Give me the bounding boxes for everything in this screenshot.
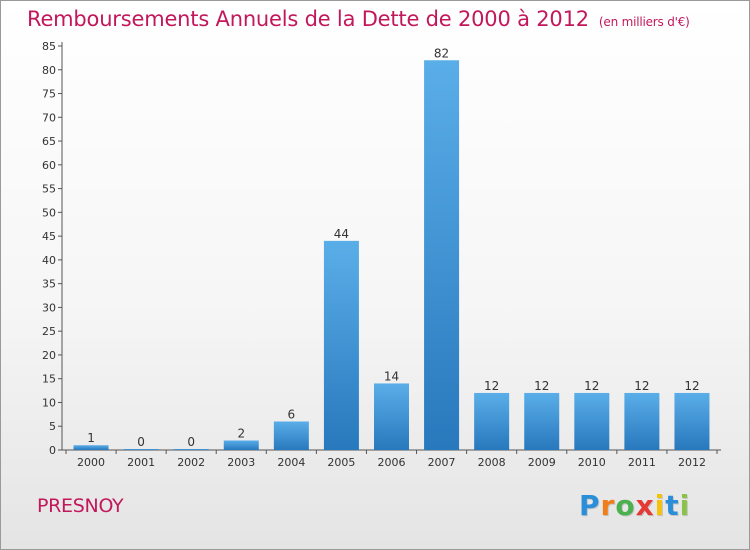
x-tick-label-2003: 2003 <box>227 456 255 469</box>
bar-2003 <box>223 440 259 450</box>
y-tick-label: 0 <box>49 444 56 457</box>
y-tick-label: 15 <box>42 373 56 386</box>
y-tick-label: 85 <box>42 40 56 53</box>
y-tick-label: 50 <box>42 206 56 219</box>
bar-2010 <box>574 392 610 450</box>
y-tick-label: 55 <box>42 183 56 196</box>
commune-name: PRESNOY <box>37 495 124 517</box>
value-label-2007: 82 <box>434 46 449 60</box>
x-tick-label-2008: 2008 <box>478 456 506 469</box>
y-tick-label: 45 <box>42 230 56 243</box>
bar-2011 <box>624 392 660 450</box>
bar-2006 <box>374 383 409 450</box>
bar-2012 <box>674 392 710 450</box>
value-label-2011: 12 <box>634 379 649 393</box>
x-tick-label-2012: 2012 <box>678 456 706 469</box>
bar-2004 <box>273 421 309 450</box>
y-tick-label: 80 <box>42 64 56 77</box>
bar-2000 <box>73 445 109 450</box>
logo-letter: P <box>579 489 601 522</box>
y-tick-label: 40 <box>42 254 56 267</box>
value-label-2003: 2 <box>237 426 245 440</box>
logo-letter: t <box>665 489 680 522</box>
x-tick-label-2007: 2007 <box>428 456 456 469</box>
value-label-2010: 12 <box>584 379 599 393</box>
chart-unit-note: (en milliers d'€) <box>598 15 690 29</box>
bar-2005 <box>323 240 359 450</box>
value-label-2006: 14 <box>384 369 399 383</box>
x-tick-label-2005: 2005 <box>327 456 355 469</box>
value-label-2005: 44 <box>334 227 349 241</box>
bar-2001 <box>123 449 159 450</box>
value-label-2009: 12 <box>534 379 549 393</box>
chart-title-text: Remboursements Annuels de la Dette de 20… <box>27 7 589 31</box>
y-tick-label: 35 <box>42 278 56 291</box>
value-label-2004: 6 <box>288 407 296 421</box>
value-label-2000: 1 <box>87 431 95 445</box>
x-tick-label-2011: 2011 <box>628 456 656 469</box>
y-tick-label: 5 <box>49 420 56 433</box>
y-tick-label: 75 <box>42 88 56 101</box>
y-tick-label: 70 <box>42 111 56 124</box>
x-tick-label-2009: 2009 <box>528 456 556 469</box>
chart-title: Remboursements Annuels de la Dette de 20… <box>27 7 690 31</box>
x-tick-label-2002: 2002 <box>177 456 205 469</box>
x-tick-label-2004: 2004 <box>277 456 305 469</box>
y-tick-label: 20 <box>42 349 56 362</box>
value-label-2012: 12 <box>684 379 699 393</box>
value-label-2002: 0 <box>187 435 195 449</box>
y-tick-label: 30 <box>42 301 56 314</box>
y-tick-label: 25 <box>42 325 56 338</box>
bar-2008 <box>474 392 510 450</box>
bar-2009 <box>524 392 560 450</box>
x-tick-label-2006: 2006 <box>378 456 406 469</box>
logo-letter: x <box>635 489 655 522</box>
x-tick-label-2000: 2000 <box>77 456 105 469</box>
y-tick-label: 10 <box>42 396 56 409</box>
x-tick-label-2001: 2001 <box>127 456 155 469</box>
logo-letter: r <box>600 489 616 522</box>
bar-2002 <box>173 449 209 450</box>
y-tick-label: 65 <box>42 135 56 148</box>
value-label-2008: 12 <box>484 379 499 393</box>
proxiti-logo: Proxiti <box>579 489 690 522</box>
value-label-2001: 0 <box>137 435 145 449</box>
x-tick-label-2010: 2010 <box>578 456 606 469</box>
y-tick-label: 60 <box>42 159 56 172</box>
bar-2007 <box>424 60 460 451</box>
logo-letter: i <box>654 489 666 522</box>
logo-letter: i <box>679 489 691 522</box>
logo-letter: o <box>615 489 636 522</box>
